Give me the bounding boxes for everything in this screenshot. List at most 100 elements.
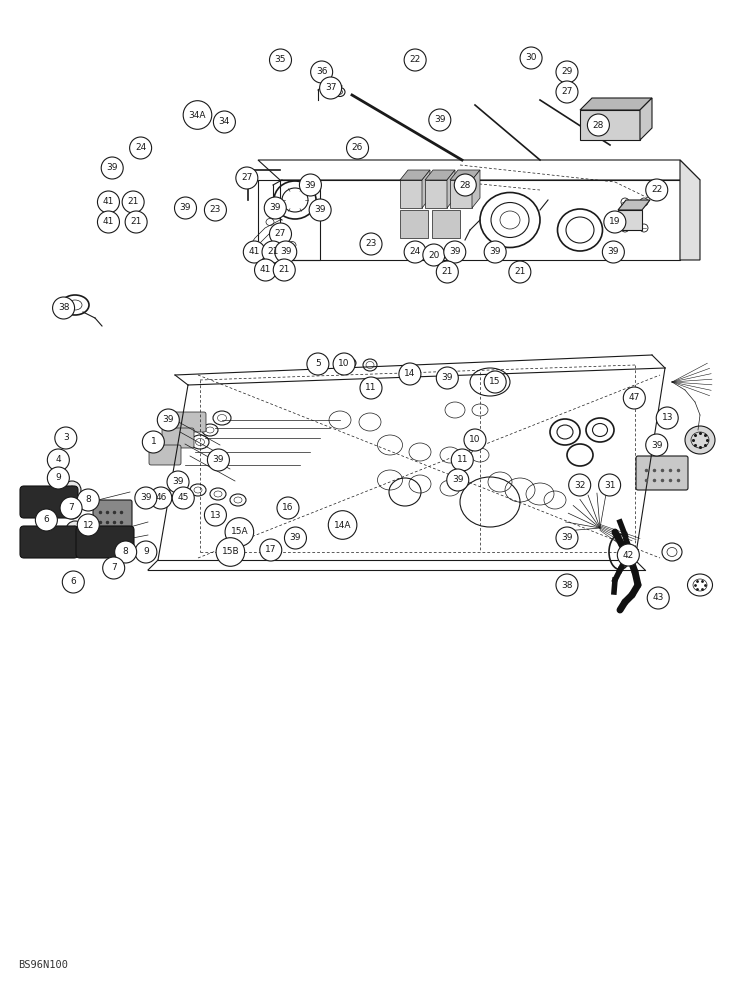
Circle shape (207, 449, 230, 471)
Circle shape (333, 353, 355, 375)
Circle shape (275, 241, 297, 263)
Circle shape (77, 489, 99, 511)
Text: 39: 39 (212, 456, 224, 464)
Circle shape (129, 137, 152, 159)
Circle shape (319, 77, 342, 99)
Circle shape (236, 167, 258, 189)
Circle shape (97, 211, 120, 233)
Circle shape (454, 174, 476, 196)
FancyBboxPatch shape (149, 445, 181, 465)
Text: 9: 9 (143, 548, 149, 556)
Circle shape (157, 409, 180, 431)
Polygon shape (422, 170, 430, 208)
Text: 27: 27 (275, 230, 286, 238)
Circle shape (135, 541, 157, 563)
Circle shape (77, 514, 99, 536)
Text: 5: 5 (315, 360, 321, 368)
Text: 15A: 15A (230, 528, 248, 536)
Text: 26: 26 (352, 143, 364, 152)
Polygon shape (618, 210, 642, 230)
Circle shape (125, 211, 147, 233)
FancyBboxPatch shape (20, 526, 78, 558)
Circle shape (262, 241, 284, 263)
Text: 37: 37 (325, 84, 337, 93)
Circle shape (328, 511, 357, 539)
Text: 47: 47 (628, 393, 640, 402)
Circle shape (484, 241, 506, 263)
Circle shape (63, 501, 81, 519)
Polygon shape (472, 170, 480, 208)
Text: 39: 39 (162, 416, 174, 424)
Circle shape (204, 504, 227, 526)
Text: 23: 23 (365, 239, 377, 248)
Text: 21: 21 (514, 267, 526, 276)
Circle shape (464, 429, 486, 451)
Text: 39: 39 (607, 247, 619, 256)
Circle shape (243, 241, 266, 263)
Text: 12: 12 (82, 520, 94, 530)
Text: 29: 29 (561, 68, 573, 77)
Text: 19: 19 (609, 218, 621, 227)
Text: 39: 39 (289, 534, 301, 542)
Text: 46: 46 (155, 493, 167, 502)
Circle shape (135, 487, 157, 509)
Text: 21: 21 (441, 267, 453, 276)
Circle shape (656, 407, 678, 429)
Circle shape (360, 377, 382, 399)
Circle shape (623, 387, 646, 409)
Text: 39: 39 (441, 373, 453, 382)
Polygon shape (425, 180, 447, 208)
Text: 39: 39 (651, 440, 663, 450)
Circle shape (269, 49, 292, 71)
Circle shape (52, 297, 75, 319)
Circle shape (640, 198, 648, 206)
Text: 41: 41 (248, 247, 260, 256)
Circle shape (346, 137, 369, 159)
Text: 39: 39 (304, 180, 316, 190)
Circle shape (273, 259, 295, 281)
Circle shape (309, 199, 331, 221)
Text: 9: 9 (55, 474, 61, 483)
Circle shape (646, 179, 668, 201)
Polygon shape (640, 98, 652, 140)
Circle shape (509, 261, 531, 283)
Text: 42: 42 (622, 550, 634, 560)
Text: 13: 13 (661, 414, 673, 422)
Circle shape (436, 367, 459, 389)
Text: 10: 10 (469, 436, 481, 444)
Circle shape (451, 449, 473, 471)
Text: 24: 24 (135, 143, 147, 152)
Text: 15: 15 (489, 377, 501, 386)
Circle shape (174, 197, 197, 219)
Polygon shape (450, 180, 472, 208)
Text: 4: 4 (55, 456, 61, 464)
Polygon shape (400, 210, 428, 238)
Text: 23: 23 (209, 206, 221, 215)
Circle shape (307, 353, 329, 375)
Polygon shape (680, 160, 700, 260)
Circle shape (556, 81, 578, 103)
Polygon shape (580, 98, 652, 110)
Text: 11: 11 (456, 456, 468, 464)
Circle shape (101, 157, 123, 179)
Text: 43: 43 (652, 593, 664, 602)
Circle shape (310, 61, 333, 83)
Text: 27: 27 (241, 174, 253, 182)
Circle shape (647, 587, 669, 609)
Circle shape (556, 61, 578, 83)
Text: 38: 38 (561, 580, 573, 589)
Text: 21: 21 (278, 265, 290, 274)
Text: 41: 41 (260, 265, 272, 274)
FancyBboxPatch shape (636, 456, 688, 490)
Text: 10: 10 (338, 360, 350, 368)
Circle shape (602, 241, 625, 263)
Circle shape (404, 49, 426, 71)
Text: 24: 24 (409, 247, 421, 256)
Text: 13: 13 (209, 510, 221, 520)
Text: 21: 21 (267, 247, 279, 256)
Text: 39: 39 (280, 247, 292, 256)
Circle shape (399, 363, 421, 385)
Circle shape (55, 427, 77, 449)
Text: 39: 39 (180, 204, 191, 213)
Polygon shape (425, 170, 455, 180)
